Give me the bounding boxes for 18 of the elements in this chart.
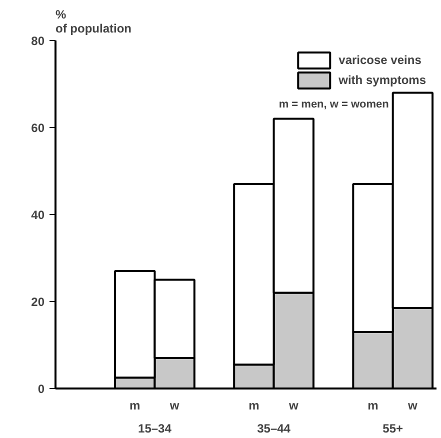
x-tick-label: w [168,398,180,412]
x-tick-label: m [130,398,140,412]
x-tick-label: w [407,398,418,412]
y-tick-label: 60 [31,121,45,135]
annotation: m = men, w = women [278,98,390,110]
y-tick-label: 20 [31,295,45,309]
y-tick-label: 0 [38,382,45,396]
x-tick-label: w [288,398,299,412]
text: 15–34 [138,422,172,436]
text: 55+ [382,422,404,436]
x-tick-label: m [368,398,378,412]
y-axis-title: % of population [56,8,132,36]
text: 35–44 [257,422,291,436]
x-tick-label: m [248,398,260,412]
legend-label: varicose veins [338,53,422,67]
y-tick-label: 40 [31,208,45,222]
legend-label: with symptoms [338,73,426,87]
y-tick-label: 80 [31,34,45,48]
